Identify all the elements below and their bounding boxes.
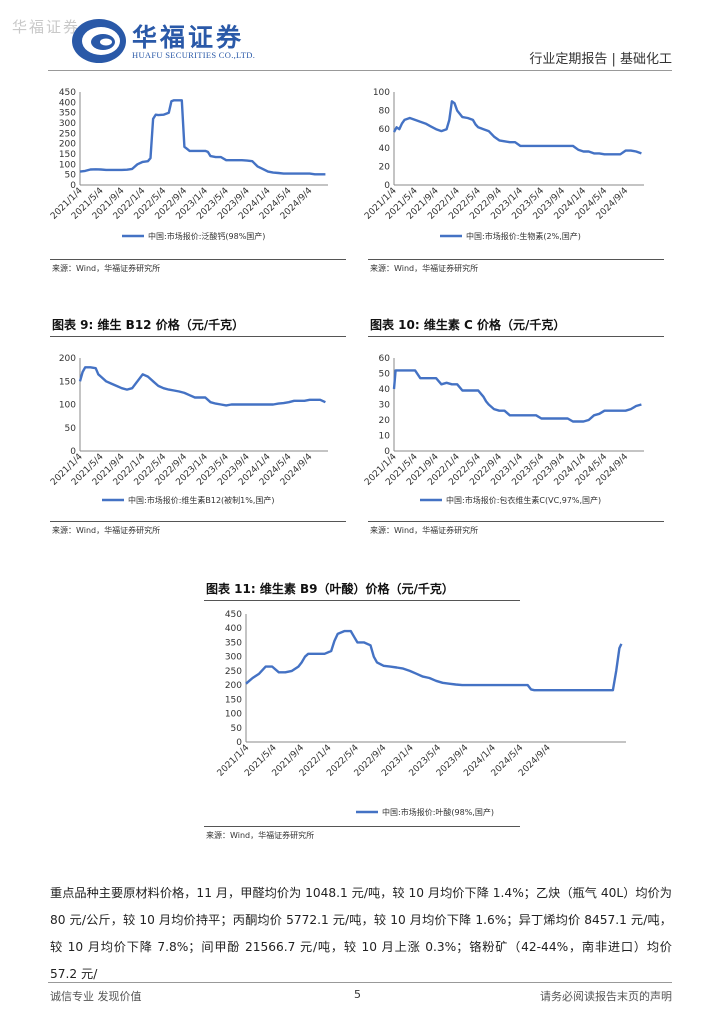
y-tick-label: 30 — [379, 401, 391, 411]
fig9-title-divider — [50, 336, 346, 337]
y-tick-label: 0 — [384, 447, 390, 457]
source-fig8: 来源：Wind，华福证券研究所 — [370, 264, 479, 273]
y-tick-label: 50 — [231, 724, 243, 734]
y-tick-label: 60 — [379, 125, 391, 135]
y-tick-label: 40 — [379, 385, 391, 395]
divider-fig7 — [50, 259, 346, 260]
chart-fig9: 0 50 100 150 200 2021/1/4 2021/5/4 2021/9/4 2022… — [49, 350, 342, 515]
y-tick-label: 400 — [225, 624, 242, 634]
source-fig10: 来源：Wind，华福证券研究所 — [370, 526, 479, 535]
y-tick-label: 100 — [373, 88, 390, 98]
logo-chinese-name: 华福证券 — [132, 23, 245, 52]
y-tick-label: 60 — [379, 354, 391, 364]
report-type: 行业定期报告 | 基础化工 — [529, 52, 672, 67]
legend-label: 中国:市场报价:维生素B12(被制1%,国产) — [128, 495, 275, 505]
y-tick-label: 150 — [59, 377, 76, 387]
y-tick-label: 350 — [59, 109, 76, 119]
y-tick-label: 200 — [59, 140, 76, 150]
y-tick-label: 400 — [59, 98, 76, 108]
y-tick-label: 350 — [225, 638, 242, 648]
footer-divider — [48, 982, 672, 983]
header-divider — [48, 70, 672, 71]
divider-fig11 — [204, 826, 520, 827]
legend-label: 中国:市场报价:生物素(2%,国产) — [466, 231, 581, 241]
fig11-title-divider — [204, 600, 520, 601]
legend-label: 中国:市场报价:泛酸钙(98%国产) — [148, 231, 265, 241]
y-tick-label: 20 — [379, 162, 391, 172]
series-line — [392, 100, 642, 156]
y-tick-label: 450 — [225, 610, 242, 620]
chart-fig11: 0 50 100 150 200 250 300 350 400 450 2021/1/4 2021/… — [206, 606, 636, 821]
fig11-title: 图表 11: 维生素 B9（叶酸）价格（元/千克） — [206, 582, 454, 596]
chart-fig7: 0 50 100 150 200 250 300 350 400 450 2021/1/4 2021/… — [49, 86, 342, 246]
chart-svg-fig9: 0501001502002021/1/42021/5/42021/9/42022… — [49, 354, 328, 505]
legend-label: 中国:市场报价:叶酸(98%,国产) — [382, 807, 494, 817]
chart-svg-fig11: 0501001502002503003504004502021/1/42021/… — [216, 610, 626, 817]
chart-svg-fig7: 0501001502002503003504004502021/1/42021/… — [49, 88, 328, 241]
y-tick-label: 50 — [65, 424, 77, 434]
source-fig9: 来源：Wind，华福证券研究所 — [52, 526, 161, 535]
y-tick-label: 0 — [70, 447, 76, 457]
logo-english-name: HUAFU SECURITIES CO.,LTD. — [132, 50, 256, 60]
y-tick-label: 450 — [59, 88, 76, 98]
chart-fig10: 0 10 20 30 40 50 60 2021/1/4 2021/5/4 2021/9/4 202… — [363, 350, 660, 515]
y-tick-label: 300 — [59, 119, 76, 129]
y-tick-label: 250 — [225, 667, 242, 677]
series-line — [78, 366, 326, 407]
y-tick-label: 50 — [65, 171, 77, 181]
y-tick-label: 50 — [379, 370, 391, 380]
y-tick-label: 100 — [225, 710, 242, 720]
body-paragraph: 重点品种主要原材料价格，11 月，甲醛均价为 1048.1 元/吨，较 10 月… — [50, 886, 672, 981]
company-logo: 华福证券 HUAFU SECURITIES CO.,LTD. — [70, 16, 270, 68]
source-fig7: 来源：Wind，华福证券研究所 — [52, 264, 161, 273]
y-tick-label: 300 — [225, 653, 242, 663]
y-tick-label: 20 — [379, 416, 391, 426]
watermark: 华福证券 — [12, 18, 81, 36]
y-tick-label: 40 — [379, 144, 391, 154]
y-tick-label: 150 — [59, 150, 76, 160]
chart-fig8: 0 20 40 60 80 100 2021/1/4 2021/5/4 2021/9/4 2022… — [363, 86, 660, 246]
series-line — [392, 369, 642, 423]
y-tick-label: 100 — [59, 160, 76, 170]
y-tick-label: 10 — [379, 432, 391, 442]
legend-label: 中国:市场报价:包衣维生素C(VC,97%,国产) — [446, 495, 601, 505]
y-tick-label: 0 — [70, 181, 76, 191]
y-tick-label: 0 — [236, 738, 242, 748]
page-number: 5 — [354, 988, 361, 1001]
y-tick-label: 80 — [379, 107, 391, 117]
fig10-title-divider — [368, 336, 664, 337]
y-tick-label: 250 — [59, 129, 76, 139]
footer-disclaimer: 请务必阅读报告末页的声明 — [540, 990, 672, 1003]
divider-fig10 — [368, 521, 664, 522]
logo-icon — [72, 19, 126, 63]
y-tick-label: 200 — [225, 681, 242, 691]
y-tick-label: 0 — [384, 181, 390, 191]
fig9-title: 图表 9: 维生 B12 价格（元/千克） — [52, 318, 245, 332]
y-tick-label: 150 — [225, 695, 242, 705]
source-fig11: 来源：Wind，华福证券研究所 — [206, 831, 315, 840]
y-tick-label: 100 — [59, 401, 76, 411]
fig10-title: 图表 10: 维生素 C 价格（元/千克） — [370, 318, 566, 332]
chart-svg-fig10: 01020304050602021/1/42021/5/42021/9/4202… — [363, 354, 644, 505]
series-line — [79, 99, 326, 176]
y-tick-label: 200 — [59, 354, 76, 364]
divider-fig9 — [50, 521, 346, 522]
divider-fig8 — [368, 259, 664, 260]
chart-svg-fig8: 0204060801002021/1/42021/5/42021/9/42022… — [363, 88, 644, 241]
series-line — [245, 629, 623, 692]
footer-slogan: 诚信专业 发现价值 — [50, 990, 142, 1003]
